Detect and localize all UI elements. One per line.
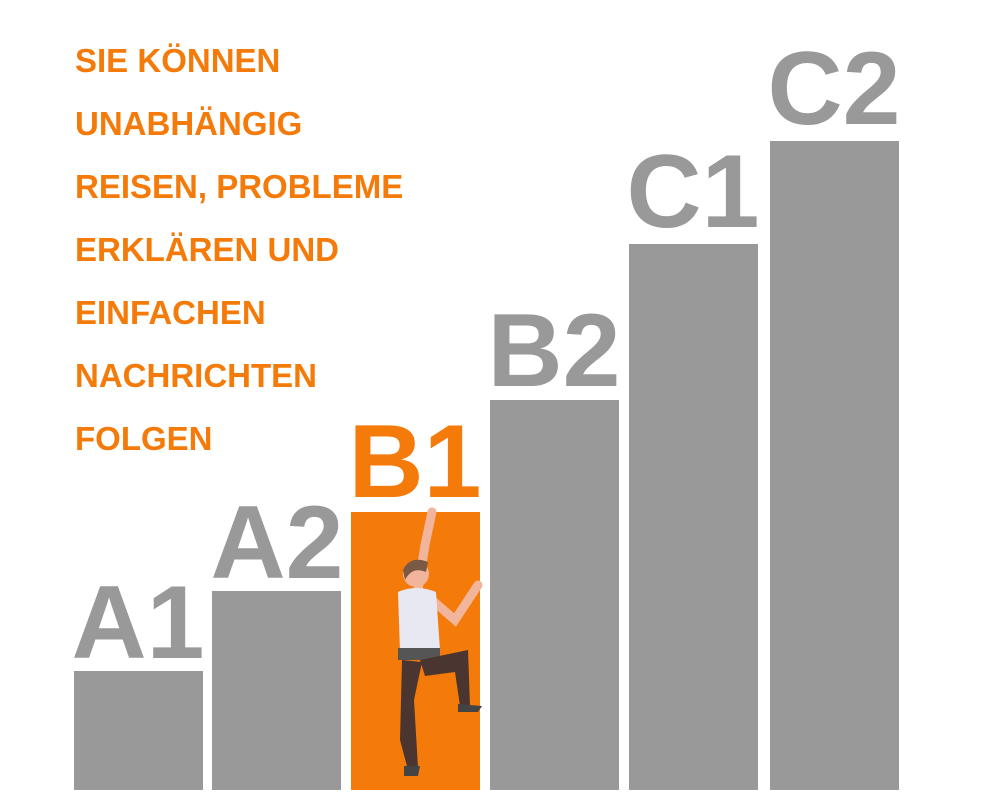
level-step — [629, 244, 758, 790]
level-step — [770, 141, 899, 790]
level-step — [490, 400, 619, 790]
level-label: A1 — [72, 565, 205, 681]
description: SIE KÖNNEN UNABHÄNGIG REISEN, PROBLEME E… — [75, 42, 403, 457]
level-label: A2 — [211, 485, 344, 601]
climber — [398, 507, 483, 776]
level-label: B2 — [488, 293, 621, 409]
description-line: ERKLÄREN UND — [75, 231, 339, 268]
description-line: REISEN, PROBLEME — [75, 168, 403, 205]
level-step — [74, 671, 203, 790]
description-line: UNABHÄNGIG — [75, 105, 302, 142]
description-line: NACHRICHTEN — [75, 357, 317, 394]
level-label: C2 — [768, 31, 901, 147]
level-label-active: B1 — [349, 404, 482, 520]
level-step — [212, 591, 341, 790]
description-line: FOLGEN — [75, 420, 213, 457]
description-line: EINFACHEN — [75, 294, 266, 331]
level-label: C1 — [627, 134, 760, 250]
description-line: SIE KÖNNEN — [75, 42, 280, 79]
